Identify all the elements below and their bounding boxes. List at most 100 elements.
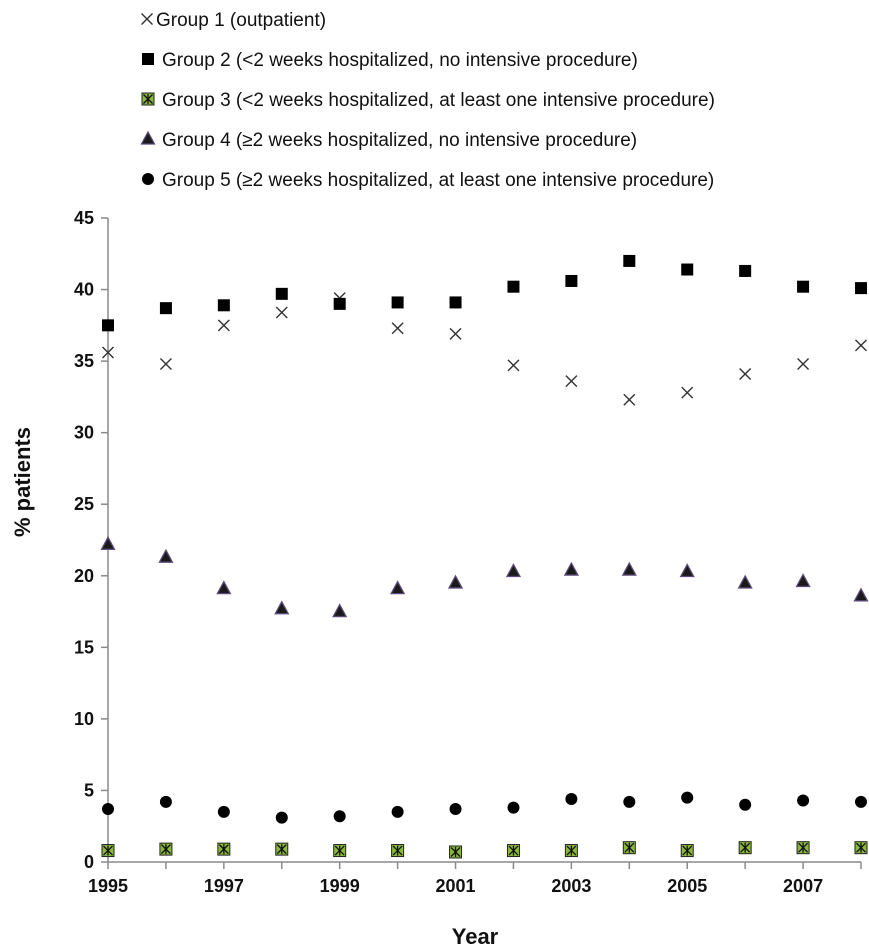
- data-point: [621, 561, 637, 576]
- y-tick-label: 20: [74, 566, 94, 586]
- data-point: [855, 282, 867, 295]
- legend-marker-group-4: [140, 130, 156, 145]
- y-tick-label: 35: [74, 351, 94, 371]
- data-point: [391, 322, 404, 335]
- data-point: [797, 280, 810, 293]
- y-tick-label: 45: [74, 208, 94, 228]
- data-point: [563, 561, 579, 576]
- data-point: [623, 254, 636, 267]
- data-point: [391, 844, 405, 858]
- data-point: [391, 805, 404, 818]
- data-point: [217, 805, 230, 818]
- data-point: [854, 841, 868, 855]
- data-point: [623, 393, 636, 406]
- y-tick-label: 30: [74, 423, 94, 443]
- data-point: [681, 386, 694, 399]
- data-point: [506, 844, 520, 858]
- data-point: [738, 841, 752, 855]
- axes: [107, 218, 861, 863]
- data-point: [217, 842, 231, 856]
- data-point: [275, 842, 289, 856]
- legend-marker-x-icon: [141, 13, 153, 25]
- legend-marker-circle-icon: [142, 173, 154, 185]
- data-point: [507, 280, 520, 293]
- legend-item-group-3: Group 3 (<2 weeks hospitalized, at least…: [141, 90, 715, 111]
- y-tick-label: 40: [74, 280, 94, 300]
- legend-label-group-5: Group 5 (≥2 weeks hospitalized, at least…: [162, 170, 714, 191]
- data-point: [681, 791, 694, 804]
- legend-label-group-3: Group 3 (<2 weeks hospitalized, at least…: [162, 90, 715, 111]
- data-point: [102, 319, 114, 332]
- data-point: [449, 327, 462, 340]
- data-point: [565, 274, 578, 287]
- data-point: [449, 845, 463, 859]
- data-point: [565, 793, 578, 806]
- data-point: [391, 296, 404, 309]
- data-point: [797, 357, 810, 370]
- data-point: [855, 339, 867, 352]
- legend-marker-group-2: [142, 53, 154, 65]
- data-point: [795, 573, 811, 588]
- data-point: [797, 794, 810, 807]
- data-point: [275, 287, 288, 300]
- data-point: [622, 841, 636, 855]
- data-point: [390, 580, 406, 595]
- data-point: [159, 795, 172, 808]
- data-point: [158, 548, 174, 563]
- data-point: [565, 375, 578, 388]
- data-point: [679, 563, 695, 578]
- data-point: [681, 263, 694, 276]
- y-tick-label: 25: [74, 494, 94, 514]
- x-tick-label: 2003: [551, 876, 591, 896]
- y-tick-label: 15: [74, 637, 94, 657]
- data-point: [449, 803, 462, 816]
- data-point: [217, 299, 230, 312]
- data-point: [159, 842, 173, 856]
- legend-label-group-2: Group 2 (<2 weeks hospitalized, no inten…: [162, 50, 638, 71]
- data-point: [447, 574, 464, 589]
- y-tick-label: 5: [84, 780, 94, 800]
- data-point: [217, 319, 230, 332]
- data-point: [739, 798, 752, 811]
- x-tick-label: 1999: [320, 876, 360, 896]
- data-point: [100, 535, 116, 550]
- data-point: [855, 795, 867, 808]
- data-point: [102, 346, 114, 359]
- x-tick-label: 1997: [204, 876, 244, 896]
- series-group-5: [102, 791, 867, 824]
- series-group-3: [101, 841, 868, 859]
- data-point: [333, 844, 347, 858]
- data-point: [739, 264, 752, 277]
- data-point: [623, 795, 636, 808]
- series-group-1: [102, 292, 867, 406]
- data-point: [507, 359, 520, 372]
- y-axis-title: % patients: [10, 427, 35, 537]
- data-point: [216, 580, 232, 595]
- data-point: [507, 801, 520, 814]
- data-point: [274, 600, 290, 615]
- data-point: [333, 810, 346, 823]
- data-point: [332, 603, 348, 618]
- legend-item-group-4: Group 4 (≥2 weeks hospitalized, no inten…: [140, 130, 637, 151]
- legend-item-group-1: Group 1 (outpatient): [141, 10, 326, 31]
- data-point: [680, 844, 694, 858]
- x-axis-title: Year: [452, 924, 499, 949]
- data-point: [564, 844, 578, 858]
- data-point: [102, 803, 114, 816]
- legend-marker-triangle-icon: [140, 130, 156, 145]
- data-point: [333, 297, 346, 310]
- x-tick-label: 2001: [436, 876, 476, 896]
- legend-marker-square-star-icon: [141, 92, 155, 106]
- data-point: [159, 357, 172, 370]
- legend-label-group-1: Group 1 (outpatient): [156, 10, 326, 31]
- tick-labels: 0 5 10 15 20 25 30 35 40 45 1995 1997 1999 2001 2003 20…: [74, 208, 862, 896]
- legend-label-group-4: Group 4 (≥2 weeks hospitalized, no inten…: [162, 130, 637, 151]
- series-group-4: [100, 535, 869, 618]
- y-tick-label: 10: [74, 709, 94, 729]
- data-point: [275, 306, 288, 319]
- data-point: [853, 587, 869, 602]
- data-point: [449, 296, 462, 309]
- y-tick-label: 0: [84, 852, 94, 872]
- legend-item-group-2: Group 2 (<2 weeks hospitalized, no inten…: [142, 50, 638, 71]
